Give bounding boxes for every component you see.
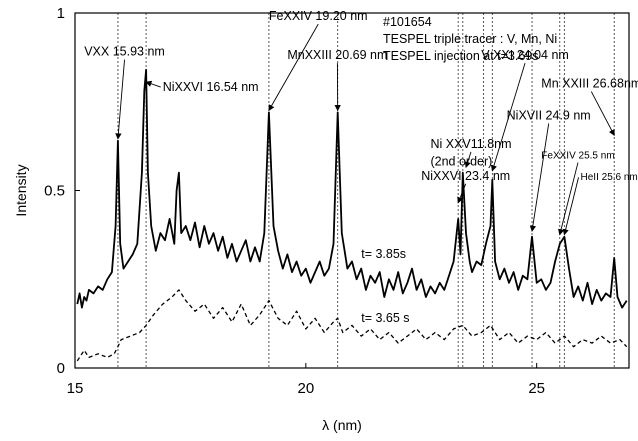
y-tick-label-1: 0.5 (44, 183, 65, 200)
annotation-arrow-1 (145, 80, 161, 88)
x-tick-label-0: 15 (67, 380, 84, 397)
y-tick-label-2: 1 (57, 5, 65, 22)
y-tick-label-0: 0 (57, 360, 65, 377)
annotation-label-4: Ni XXV11.8nm (430, 137, 511, 151)
series-label-1: t= 3.65 s (361, 311, 409, 325)
annotation-arrow-7 (490, 63, 526, 172)
axes-group: 15 20 25 0 0.5 1 λ (nm) Intensity (13, 5, 630, 433)
series-label-0: t= 3.85s (361, 247, 406, 261)
annotation-label-6: NiXXVI 23.4 nm (421, 169, 510, 183)
x-tick-label-2: 25 (528, 380, 545, 397)
annotation-arrow-6 (457, 183, 467, 204)
annotation-arrow-11 (562, 177, 579, 236)
series-group (76, 68, 628, 362)
header-line-0: #101654 (383, 15, 432, 29)
annotation-label-3: MnXXIII 20.69 nm (287, 48, 387, 62)
annotation-arrow-10 (558, 162, 579, 236)
y-axis-label: Intensity (13, 164, 29, 216)
annotation-label-9: Mn XXIII 26.68nm (541, 77, 638, 91)
annotation-arrow-9 (590, 91, 615, 137)
series-line-0 (76, 68, 628, 309)
annotations-group: VXX 15.93 nm NiXXVI 16.54 nm FeXXIV 19.20 … (84, 9, 638, 325)
annotation-label-8: NiXVII 24.9 nm (507, 109, 591, 123)
annotation-label-11: HeII 25.6 nm (581, 172, 638, 183)
annotation-arrow-8 (529, 123, 550, 232)
annotation-label-1: NiXXVI 16.54 nm (163, 80, 259, 94)
annotation-label-0: VXX 15.93 nm (84, 45, 165, 59)
annotation-arrow-4 (464, 151, 472, 169)
header-line-2: TESPEL injection at t=3.69s (383, 49, 539, 63)
annotation-label-5: (2nd order) (430, 155, 492, 169)
annotation-label-10: FeXXIV 25.5 nm (541, 151, 614, 162)
series-line-1 (76, 289, 628, 362)
x-tick-label-1: 20 (297, 380, 314, 397)
plot-frame (74, 12, 630, 369)
annotation-label-2: FeXXIV 19.20 nm (269, 9, 368, 23)
header-line-1: TESPEL triple tracer : V, Mn, Ni (383, 32, 557, 46)
annotation-arrow-0 (115, 59, 125, 140)
annotation-label-7: V XXI 24.04 nm (481, 48, 569, 62)
x-axis-label: λ (nm) (322, 417, 362, 433)
header-group: #101654 TESPEL triple tracer : V, Mn, Ni T… (383, 15, 557, 63)
annotation-arrow-2 (268, 23, 319, 112)
